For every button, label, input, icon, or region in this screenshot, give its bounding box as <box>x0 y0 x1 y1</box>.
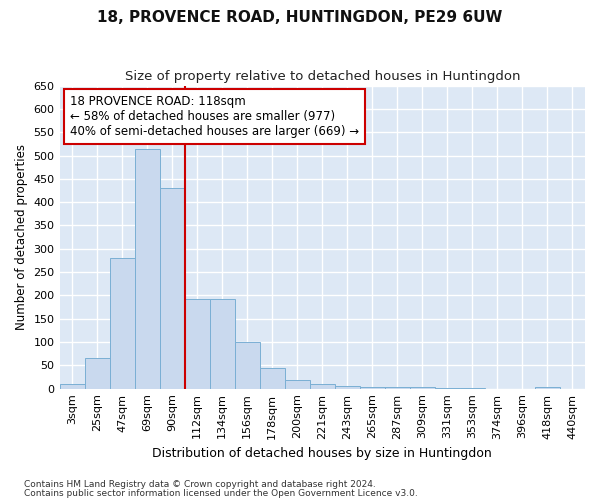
Text: 18, PROVENCE ROAD, HUNTINGDON, PE29 6UW: 18, PROVENCE ROAD, HUNTINGDON, PE29 6UW <box>97 10 503 25</box>
Bar <box>285 380 310 388</box>
Bar <box>385 387 410 388</box>
Title: Size of property relative to detached houses in Huntingdon: Size of property relative to detached ho… <box>125 70 520 83</box>
Bar <box>85 358 110 388</box>
Text: Contains HM Land Registry data © Crown copyright and database right 2024.: Contains HM Land Registry data © Crown c… <box>24 480 376 489</box>
Bar <box>110 258 134 388</box>
Text: 18 PROVENCE ROAD: 118sqm
← 58% of detached houses are smaller (977)
40% of semi-: 18 PROVENCE ROAD: 118sqm ← 58% of detach… <box>70 94 359 138</box>
Bar <box>59 384 85 388</box>
X-axis label: Distribution of detached houses by size in Huntingdon: Distribution of detached houses by size … <box>152 447 492 460</box>
Bar <box>310 384 335 388</box>
Bar <box>185 299 209 388</box>
Bar <box>134 150 160 388</box>
Bar <box>335 386 360 388</box>
Text: Contains public sector information licensed under the Open Government Licence v3: Contains public sector information licen… <box>24 488 418 498</box>
Bar <box>360 387 385 388</box>
Bar <box>260 368 285 388</box>
Bar <box>235 342 260 388</box>
Bar <box>209 299 235 388</box>
Bar <box>160 188 185 388</box>
Y-axis label: Number of detached properties: Number of detached properties <box>15 144 28 330</box>
